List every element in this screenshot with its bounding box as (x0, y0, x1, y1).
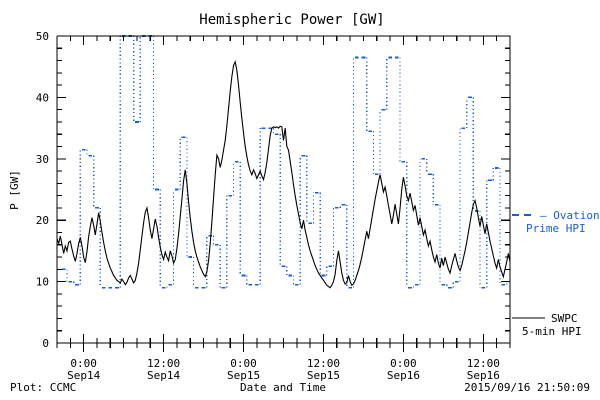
x-tick-label-time: 0:00 (70, 357, 97, 370)
footer-plot-source: Plot: CCMC (10, 381, 76, 394)
legend-ovation-label-line2: Prime HPI (526, 222, 586, 235)
legend-swpc-label-line1: SWPC (551, 312, 578, 325)
legend-swpc-label-line2: 5-min HPI (522, 325, 582, 338)
x-tick-label-date: Sep16 (387, 369, 420, 382)
y-tick-label: 20 (36, 214, 49, 227)
x-tick-label-date: Sep14 (67, 369, 100, 382)
footer-timestamp: 2015/09/16 21:50:09 (464, 381, 590, 394)
legend-swpc: SWPC 5-min HPI (512, 312, 582, 338)
legend-ovation-label-line1: — Ovation (540, 209, 600, 222)
y-tick-label: 30 (36, 153, 49, 166)
series-ovation-prime-hpi (61, 35, 511, 289)
plot-frame (56, 35, 511, 344)
series-swpc-5min-hpi (56, 59, 511, 289)
y-tick-label: 0 (42, 337, 49, 350)
x-tick-label-date: Sep14 (147, 369, 180, 382)
x-tick-label-date: Sep15 (307, 369, 340, 382)
legend-ovation: — Ovation Prime HPI (512, 209, 600, 235)
y-tick-label: 40 (36, 91, 49, 104)
x-tick-label-time: 12:00 (147, 357, 180, 370)
y-tick-label: 10 (36, 276, 49, 289)
y-axis-ticks: 0 10 20 30 40 50 (36, 30, 510, 350)
x-axis-label: Date and Time (240, 381, 326, 394)
x-tick-label-date: Sep16 (467, 369, 500, 382)
y-tick-label: 50 (36, 30, 49, 43)
y-axis-label: P [GW] (8, 170, 21, 210)
x-tick-label-time: 12:00 (307, 357, 340, 370)
x-tick-label-date: Sep15 (227, 369, 260, 382)
page-title: Hemispheric Power [GW] (199, 12, 384, 28)
x-tick-label-time: 0:00 (390, 357, 417, 370)
x-tick-label-time: 12:00 (467, 357, 500, 370)
x-tick-label-time: 0:00 (230, 357, 257, 370)
x-axis-ticks: 0:00Sep1412:00Sep140:00Sep1512:00Sep150:… (56, 36, 511, 382)
